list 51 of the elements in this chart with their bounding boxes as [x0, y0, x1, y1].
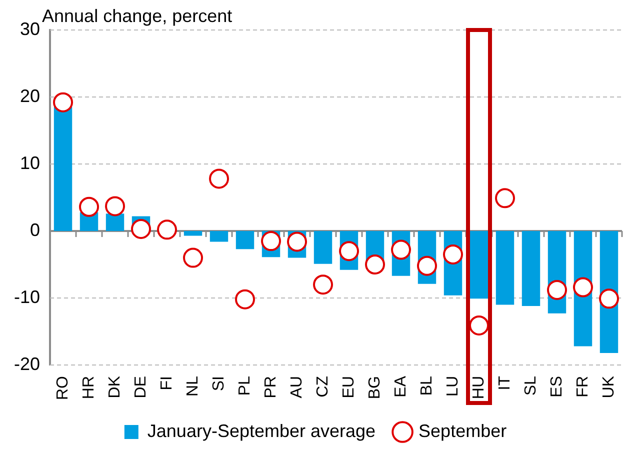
y-tick-label: 20	[20, 86, 40, 106]
point	[599, 288, 619, 309]
x-tick-label: RO	[54, 376, 72, 400]
x-tick-label: BG	[366, 376, 384, 400]
point	[573, 277, 593, 298]
bar	[522, 231, 540, 306]
x-tick-label: SI	[210, 376, 228, 392]
x-tick-label: LU	[444, 376, 462, 396]
legend-label: January-September average	[147, 420, 376, 441]
bar	[236, 231, 254, 250]
bar	[496, 231, 514, 305]
bar	[106, 214, 124, 231]
point	[547, 280, 567, 300]
y-tick-label: 10	[20, 152, 40, 173]
point	[287, 232, 308, 252]
x-tick-label: DE	[132, 376, 150, 398]
x-tick-label: EA	[392, 376, 410, 398]
point	[391, 240, 412, 260]
x-tick-label: PL	[236, 376, 254, 396]
y-tick-label: 0	[30, 220, 40, 240]
bar	[470, 231, 488, 299]
bar	[210, 231, 228, 242]
point	[443, 244, 464, 264]
x-tick-label: HR	[80, 376, 98, 400]
x-tick-label: PR	[262, 376, 280, 398]
bar	[184, 231, 202, 236]
x-tick-label: DK	[106, 376, 124, 398]
x-tick-label: ES	[548, 376, 566, 398]
point	[261, 231, 282, 252]
point	[339, 241, 360, 262]
x-tick-label: UK	[600, 376, 618, 398]
y-tick-label: -20	[14, 354, 40, 374]
x-tick-label: FR	[574, 376, 592, 398]
x-tick-label: FI	[158, 376, 176, 390]
y-tick-label: 30	[20, 18, 40, 39]
x-tick-label: IT	[496, 376, 514, 390]
point	[131, 218, 152, 239]
point	[417, 256, 438, 276]
y-tick-label: -10	[14, 286, 40, 307]
x-tick-label: CZ	[314, 376, 332, 398]
bar	[54, 107, 72, 231]
y-axis-title: Annual change, percent	[42, 6, 232, 26]
x-tick-label: AU	[288, 376, 306, 398]
x-tick-label: HU	[470, 376, 488, 400]
x-tick-label: NL	[184, 376, 202, 396]
legend-label: September	[418, 420, 507, 441]
x-tick-label: SL	[522, 376, 540, 396]
x-tick-label: EU	[340, 376, 358, 398]
x-tick-label: BL	[418, 376, 436, 396]
point	[365, 254, 386, 274]
bar	[314, 231, 332, 264]
